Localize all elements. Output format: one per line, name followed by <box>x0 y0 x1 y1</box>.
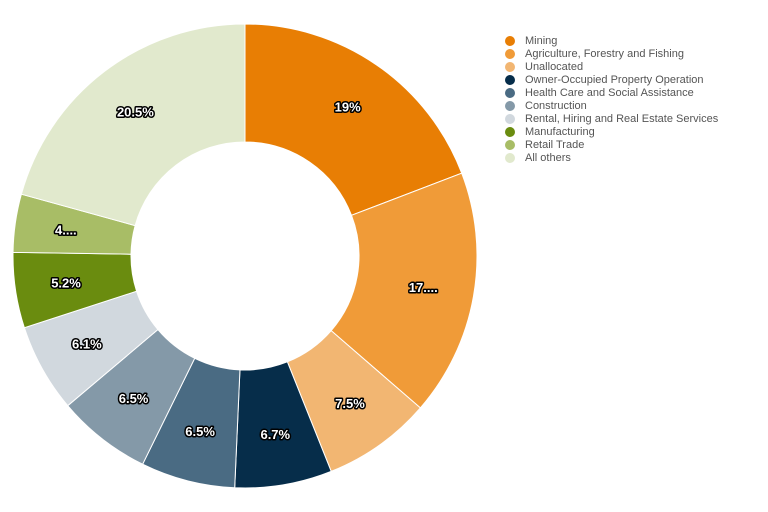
donut-plot: 19% 17.... 7.5% 6.7% 6.5% 6.5% 6.1% 5.2% 4.... 20… <box>12 23 478 489</box>
slice-label: 19% <box>335 99 361 114</box>
legend-item[interactable]: Construction <box>505 99 760 112</box>
legend-label: Retail Trade <box>525 138 585 151</box>
legend-label: Owner-Occupied Property Operation <box>525 73 704 86</box>
legend-item[interactable]: All others <box>505 151 760 164</box>
legend-item[interactable]: Owner-Occupied Property Operation <box>505 73 760 86</box>
slices-group <box>12 23 478 489</box>
legend-swatch <box>505 139 515 150</box>
legend-item[interactable]: Health Care and Social Assistance <box>505 86 760 99</box>
slice-label: 6.5% <box>119 391 149 406</box>
donut-slice[interactable] <box>20 23 246 227</box>
donut-slice[interactable] <box>330 172 478 409</box>
slice-label: 4.... <box>55 223 77 238</box>
legend-swatch <box>505 126 515 137</box>
legend-label: All others <box>525 151 571 164</box>
slice-labels-group: 19% 17.... 7.5% 6.7% 6.5% 6.5% 6.1% 5.2% 4.... 20… <box>50 98 440 444</box>
slice-label: 6.1% <box>72 337 102 352</box>
slice-label: 6.7% <box>260 427 290 442</box>
slice-label: 6.5% <box>185 424 215 439</box>
legend-swatch <box>505 113 515 124</box>
legend-item[interactable]: Unallocated <box>505 60 760 73</box>
legend-swatch <box>505 48 515 59</box>
legend-item[interactable]: Mining <box>505 34 760 47</box>
donut-slice[interactable] <box>244 23 463 216</box>
legend-swatch <box>505 74 515 85</box>
legend-swatch <box>505 35 515 46</box>
legend-label: Manufacturing <box>525 125 595 138</box>
legend-swatch <box>505 61 515 72</box>
legend-swatch <box>505 87 515 98</box>
legend: Mining Agriculture, Forestry and Fishing U… <box>505 34 760 164</box>
legend-label: Health Care and Social Assistance <box>525 86 694 99</box>
legend-label: Agriculture, Forestry and Fishing <box>525 47 684 60</box>
slice-label: 7.5% <box>335 396 365 411</box>
legend-item[interactable]: Rental, Hiring and Real Estate Services <box>505 112 760 125</box>
legend-label: Rental, Hiring and Real Estate Services <box>525 112 719 125</box>
legend-item[interactable]: Manufacturing <box>505 125 760 138</box>
slice-label: 17.... <box>409 280 438 295</box>
legend-swatch <box>505 152 515 163</box>
legend-swatch <box>505 100 515 111</box>
slice-label: 20.5% <box>117 104 154 119</box>
legend-item[interactable]: Agriculture, Forestry and Fishing <box>505 47 760 60</box>
slice-label: 5.2% <box>51 275 81 290</box>
legend-item[interactable]: Retail Trade <box>505 138 760 151</box>
legend-label: Mining <box>525 34 558 47</box>
legend-label: Construction <box>525 99 587 112</box>
legend-label: Unallocated <box>525 60 584 73</box>
